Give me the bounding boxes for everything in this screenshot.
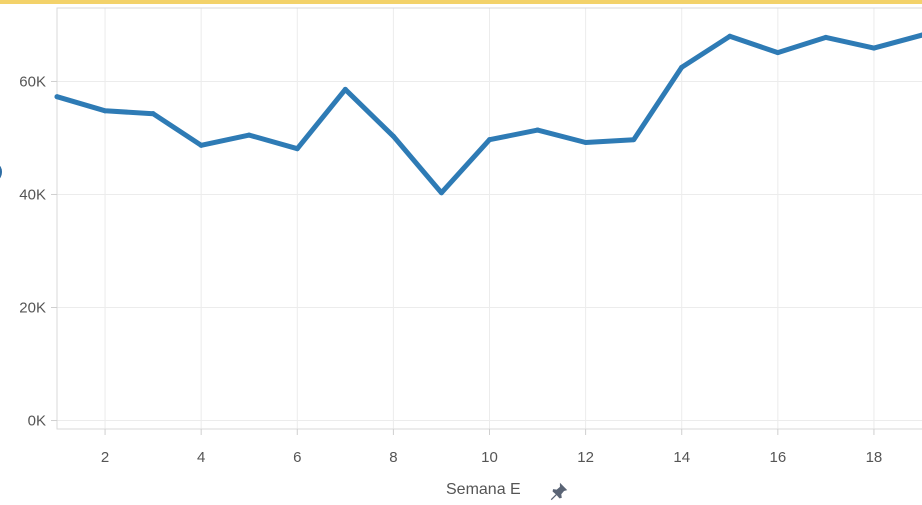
- x-tick-label: 6: [293, 449, 301, 466]
- x-axis-title: Semana E: [446, 481, 521, 498]
- data-point[interactable]: [390, 133, 396, 139]
- x-tick-label: 16: [769, 449, 786, 466]
- y-tick-label: 0K: [28, 413, 46, 430]
- data-point[interactable]: [919, 32, 922, 38]
- edge-marker: [0, 165, 2, 179]
- data-point[interactable]: [102, 108, 108, 114]
- data-point[interactable]: [775, 50, 781, 56]
- pin-icon[interactable]: [548, 479, 570, 503]
- data-point[interactable]: [342, 86, 348, 92]
- x-tick-label: 8: [389, 449, 397, 466]
- grid: [57, 8, 922, 429]
- data-point[interactable]: [823, 34, 829, 40]
- x-tick-label: 2: [101, 449, 109, 466]
- x-tick-label: 4: [197, 449, 205, 466]
- x-axis: 2 4 6 8 10 12 14 16 18: [101, 429, 882, 466]
- data-point[interactable]: [246, 132, 252, 138]
- data-point[interactable]: [150, 111, 156, 117]
- y-tick-label: 40K: [19, 186, 46, 203]
- data-point[interactable]: [535, 127, 541, 133]
- data-point[interactable]: [679, 64, 685, 70]
- data-point[interactable]: [198, 142, 204, 148]
- top-accent-bar: [0, 0, 922, 4]
- y-axis: 0K 20K 40K 60K: [19, 73, 57, 430]
- data-point[interactable]: [727, 33, 733, 39]
- x-tick-label: 10: [481, 449, 498, 466]
- data-point[interactable]: [294, 146, 300, 152]
- plot-frame: [56, 7, 922, 430]
- data-point[interactable]: [487, 137, 492, 143]
- data-point[interactable]: [871, 45, 877, 51]
- y-tick-label: 20K: [19, 300, 46, 317]
- data-point[interactable]: [438, 190, 444, 196]
- x-tick-label: 18: [866, 449, 883, 466]
- x-tick-label: 12: [577, 449, 594, 466]
- y-tick-label: 60K: [19, 73, 46, 90]
- x-tick-label: 14: [673, 449, 690, 466]
- data-point[interactable]: [631, 137, 637, 143]
- data-point[interactable]: [54, 94, 60, 100]
- series-layer: [54, 32, 922, 196]
- data-point[interactable]: [583, 139, 589, 145]
